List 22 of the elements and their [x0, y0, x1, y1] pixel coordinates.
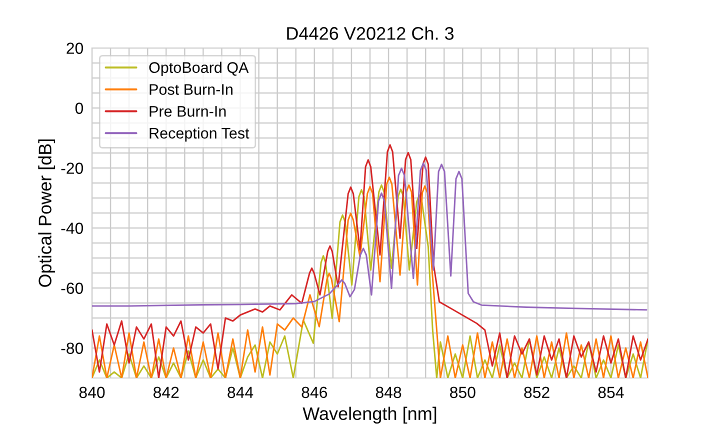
x-tick-label: 848: [376, 386, 402, 398]
x-tick-label: 844: [228, 386, 254, 398]
x-tick-label: 842: [154, 386, 179, 398]
legend-label: Reception Test: [150, 127, 250, 142]
x-axis-title: Wavelength [nm]: [302, 406, 436, 424]
x-tick-label: 854: [598, 386, 624, 398]
legend-label: Pre Burn-In: [150, 106, 226, 117]
legend-label: OptoBoard QA: [149, 62, 249, 76]
x-tick-label: 840: [79, 386, 105, 398]
x-tick-label: 852: [524, 386, 550, 398]
chart-title: D4426 V20212 Ch. 3: [287, 26, 454, 40]
x-tick-label: 850: [450, 386, 476, 398]
y-tick-label: -40: [61, 222, 84, 234]
y-tick-label: -80: [61, 342, 84, 354]
y-tick-label: -20: [61, 162, 84, 174]
y-tick-label: 0: [75, 102, 84, 114]
line-series: [92, 162, 648, 311]
y-tick-label: -60: [61, 282, 84, 294]
y-tick-label: 20: [66, 42, 84, 54]
x-tick-label: 846: [302, 386, 328, 398]
legend-label: Post Burn-In: [150, 84, 232, 95]
y-axis-title: Optical Power [dB]: [38, 140, 56, 287]
